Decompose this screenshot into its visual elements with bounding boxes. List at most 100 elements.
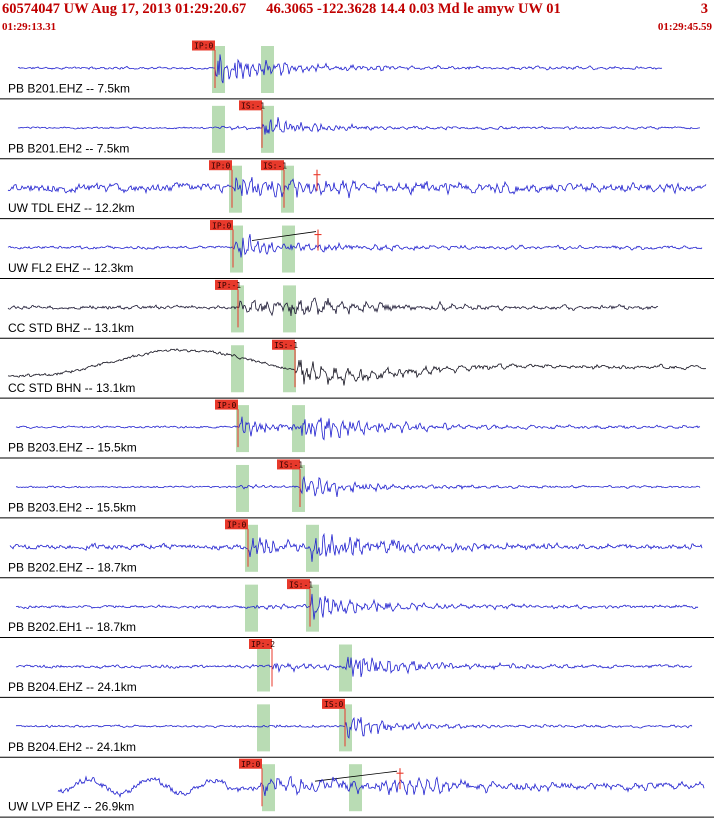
- trace-row: IP:0 PB B201.EHZ -- 7.5km: [0, 40, 714, 100]
- pick-label-box[interactable]: [249, 639, 272, 649]
- trace-label: PB B204.EHZ -- 24.1km: [8, 680, 137, 694]
- pick-label: IS:-1: [289, 580, 313, 589]
- s-pick-marker[interactable]: IS:-1: [239, 100, 265, 148]
- trace-row: IS:-1 PB B203.EH2 -- 15.5km: [0, 459, 714, 519]
- window-end-time: 01:29:45.59: [657, 21, 712, 33]
- pick-label-box[interactable]: [272, 339, 295, 350]
- pick-label: IS:-1: [274, 341, 298, 350]
- trace-row: IP:-1 CC STD BHZ -- 13.1km: [0, 279, 714, 339]
- amplitude-flag-line: [251, 231, 317, 241]
- pick-label: IS:0: [324, 700, 343, 709]
- phase-window-band: [231, 345, 244, 393]
- trace-row: IP:0 PB B203.EHZ -- 15.5km: [0, 399, 714, 459]
- waveform[interactable]: [17, 117, 700, 135]
- pick-label-box[interactable]: [239, 758, 262, 769]
- time-window-row: 01:29:13.31 01:29:45.59: [0, 18, 714, 33]
- pick-label: IP:0: [211, 161, 230, 170]
- pick-label-box[interactable]: [277, 459, 300, 470]
- amplitude-cross-marker[interactable]: [314, 229, 322, 251]
- trace-label: CC STD BHZ -- 13.1km: [8, 321, 134, 335]
- s-pick-marker[interactable]: IS:-1: [287, 579, 313, 627]
- waveform[interactable]: [15, 716, 693, 739]
- amplitude-cross-marker[interactable]: [313, 169, 321, 191]
- waveform[interactable]: [15, 475, 701, 497]
- phase-window-band: [230, 225, 243, 273]
- pick-label-box[interactable]: [287, 579, 310, 590]
- pick-label-box[interactable]: [322, 698, 345, 709]
- pick-label: IP:0: [227, 521, 246, 530]
- pick-label-box[interactable]: [215, 399, 238, 410]
- pick-label: IP:0: [217, 401, 236, 410]
- pick-label-box[interactable]: [261, 160, 284, 171]
- phase-window-band: [261, 105, 274, 153]
- s-pick-marker[interactable]: IS:-1: [277, 459, 303, 507]
- p-pick-marker[interactable]: IP:-1: [215, 279, 241, 328]
- waveform[interactable]: [15, 593, 699, 620]
- trace-area: IP:0 PB B201.EHZ -- 7.5km IS:-1 PB B201.EH2…: [0, 40, 714, 818]
- p-pick-marker[interactable]: IP:0: [215, 399, 239, 448]
- pick-label-box[interactable]: [192, 40, 215, 51]
- p-pick-marker[interactable]: IP:0: [225, 519, 249, 567]
- p-pick-marker[interactable]: IP:-2: [249, 639, 275, 687]
- phase-window-band: [257, 704, 270, 752]
- seismogram-canvas: IP:0 PB B201.EHZ -- 7.5km IS:-1 PB B201.EH2…: [0, 40, 714, 818]
- trace-row: IS:-1 PB B201.EH2 -- 7.5km: [0, 100, 714, 160]
- pick-label-box[interactable]: [215, 279, 238, 290]
- waveform[interactable]: [57, 775, 705, 798]
- trace-row: IS:-1 CC STD BHN -- 13.1km: [0, 339, 714, 399]
- p-pick-marker[interactable]: IP:0: [192, 40, 216, 89]
- waveform[interactable]: [15, 656, 693, 678]
- trace-label: PB B203.EH2 -- 15.5km: [8, 500, 136, 514]
- phase-window-band: [257, 644, 270, 692]
- waveform[interactable]: [17, 54, 663, 84]
- event-location-magnitude: 46.3065 -122.3628 14.4 0.03 Md le amyw U…: [266, 1, 561, 17]
- waveform[interactable]: [7, 348, 707, 386]
- p-pick-marker[interactable]: IP:0: [209, 160, 233, 208]
- pick-label: IP:-1: [217, 281, 241, 290]
- p-pick-marker[interactable]: IP:0: [239, 758, 263, 807]
- trace-label: PB B202.EHZ -- 18.7km: [8, 560, 137, 574]
- trace-row: IP:-2 PB B204.EHZ -- 24.1km: [0, 639, 714, 698]
- waveform[interactable]: [15, 416, 701, 441]
- pick-label: IS:-1: [241, 102, 265, 111]
- p-pick-marker[interactable]: IP:0: [210, 220, 234, 268]
- pick-label: IS:-1: [279, 461, 303, 470]
- pick-label-box[interactable]: [210, 220, 233, 231]
- event-id-datetime: 60574047 UW Aug 17, 2013 01:29:20.67: [2, 1, 247, 17]
- trace-label: UW FL2 EHZ -- 12.3km: [8, 261, 133, 275]
- trace-row: IS:0 PB B204.EH2 -- 24.1km: [0, 698, 714, 758]
- trace-label: PB B204.EH2 -- 24.1km: [8, 740, 136, 754]
- phase-window-band: [282, 225, 295, 273]
- trace-row: IP:0 PB B202.EHZ -- 18.7km: [0, 519, 714, 579]
- pick-label-box[interactable]: [209, 160, 232, 171]
- trace-row: IP:0 UW FL2 EHZ -- 12.3km: [0, 220, 714, 279]
- pick-label-box[interactable]: [225, 519, 248, 530]
- phase-window-band: [262, 764, 275, 812]
- waveform[interactable]: [7, 297, 659, 317]
- trace-label: PB B201.EH2 -- 7.5km: [8, 141, 129, 155]
- s-pick-marker[interactable]: IS:-1: [261, 160, 287, 208]
- phase-window-band: [292, 405, 305, 453]
- s-pick-marker[interactable]: IS:0: [322, 698, 346, 747]
- waveform[interactable]: [7, 177, 707, 199]
- pick-label-box[interactable]: [239, 100, 262, 111]
- event-flag-number: 3: [700, 1, 708, 17]
- trace-label: PB B202.EH1 -- 18.7km: [8, 620, 136, 634]
- trace-label: PB B203.EHZ -- 15.5km: [8, 441, 137, 455]
- trace-row: IP:0 UW LVP EHZ -- 26.9km: [0, 758, 714, 818]
- trace-label: UW TDL EHZ -- 12.2km: [8, 201, 135, 215]
- waveform[interactable]: [9, 532, 703, 562]
- amplitude-cross-marker[interactable]: [396, 768, 404, 790]
- s-pick-marker[interactable]: IS:-1: [272, 339, 298, 388]
- waveform[interactable]: [7, 234, 703, 258]
- event-summary-row: 60574047 UW Aug 17, 2013 01:29:20.67 46.…: [0, 0, 714, 18]
- phase-window-band: [306, 584, 319, 632]
- phase-window-band: [212, 105, 225, 153]
- pick-label: IS:-1: [263, 161, 287, 170]
- pick-label: IP:-2: [251, 640, 275, 649]
- pick-label: IP:0: [241, 760, 260, 769]
- phase-window-band: [292, 464, 305, 512]
- phase-window-band: [306, 524, 319, 572]
- trace-label: CC STD BHN -- 13.1km: [8, 381, 135, 395]
